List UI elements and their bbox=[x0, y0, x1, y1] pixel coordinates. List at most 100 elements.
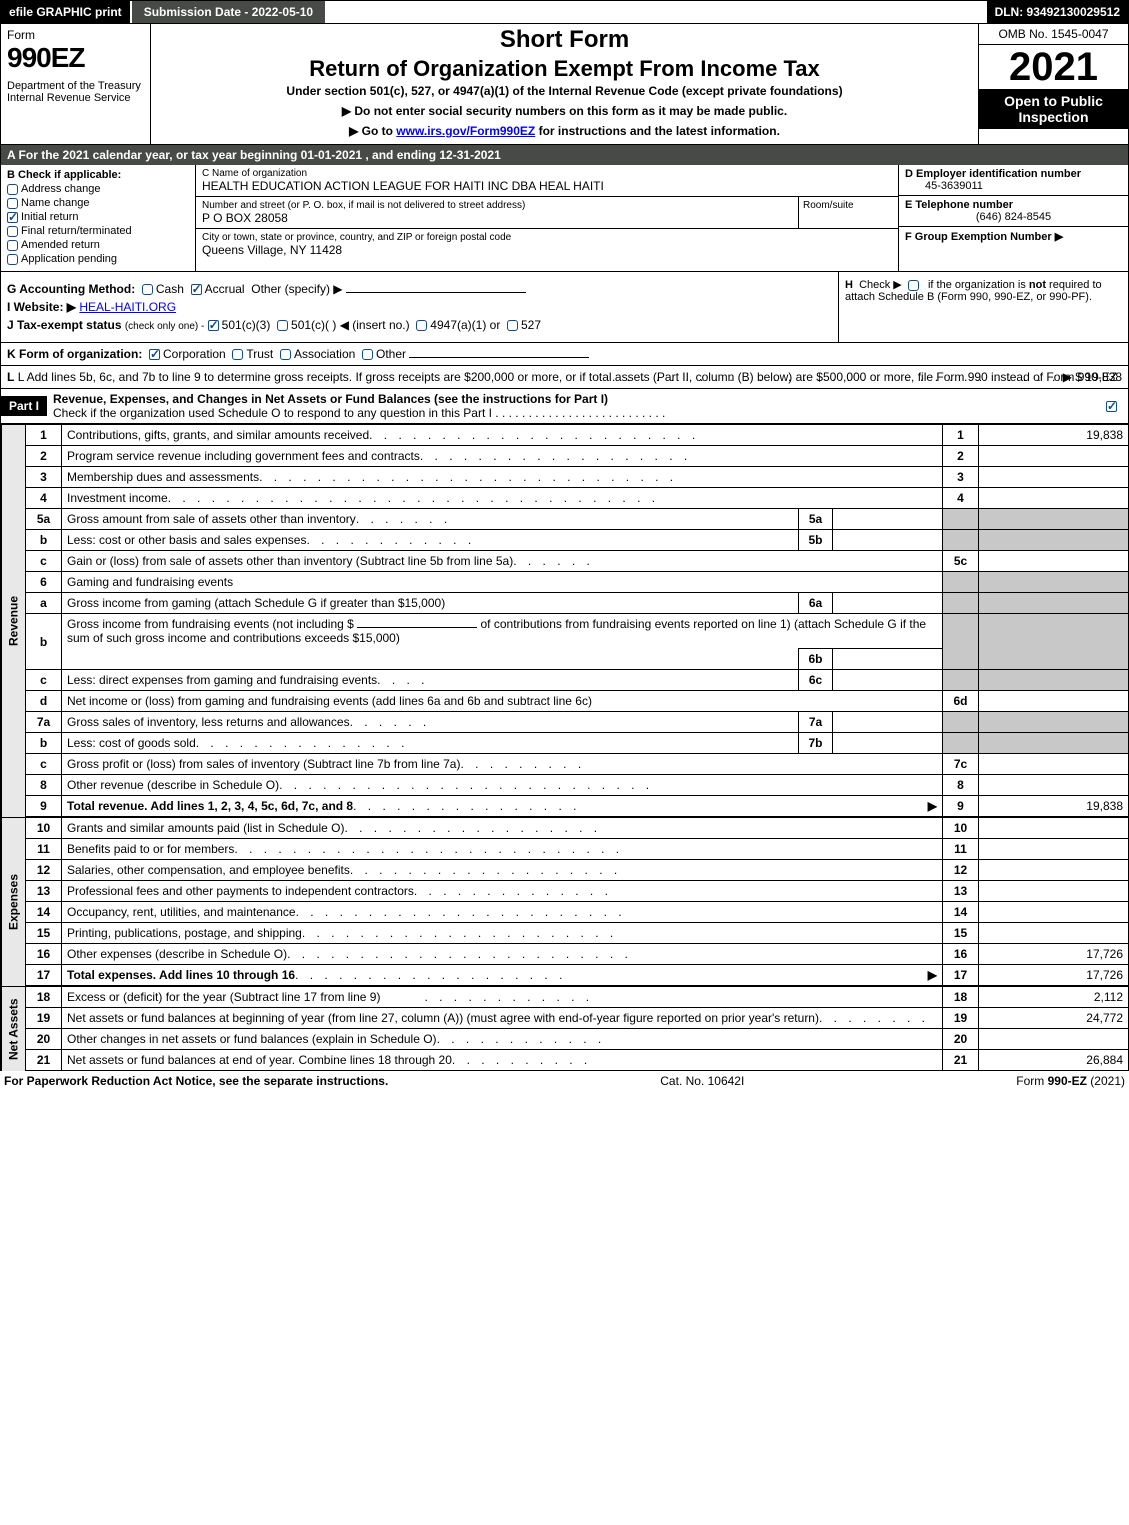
box-h: H Check ▶ if the organization is not req… bbox=[838, 272, 1128, 342]
line-6a-desc: Gross income from gaming (attach Schedul… bbox=[62, 593, 799, 614]
box-d: D Employer identification number 45-3639… bbox=[899, 165, 1128, 196]
footer-form-ref: Form 990-EZ (2021) bbox=[1016, 1074, 1125, 1088]
box-b-checkbox-4[interactable] bbox=[7, 240, 18, 251]
corporation-label: Corporation bbox=[163, 347, 226, 361]
efile-print-label: efile GRAPHIC print bbox=[1, 1, 130, 23]
527-checkbox[interactable] bbox=[507, 320, 518, 331]
form-id-block: Form 990EZ Department of the Treasury In… bbox=[1, 24, 151, 144]
501c3-label: 501(c)(3) bbox=[222, 318, 271, 332]
omb-number: OMB No. 1545-0047 bbox=[979, 24, 1128, 45]
line-14: 14Occupancy, rent, utilities, and mainte… bbox=[26, 902, 1129, 923]
form-subtitle: Under section 501(c), 527, or 4947(a)(1)… bbox=[159, 84, 970, 98]
box-b-checkbox-1[interactable] bbox=[7, 198, 18, 209]
line-19-value: 24,772 bbox=[979, 1008, 1129, 1029]
warning-line-1: ▶ Do not enter social security numbers o… bbox=[159, 104, 970, 118]
line-7b-desc: Less: cost of goods sold bbox=[67, 736, 196, 750]
footer-cat-no: Cat. No. 10642I bbox=[660, 1074, 744, 1088]
box-b-label: B Check if applicable: bbox=[7, 169, 189, 181]
line-5b: bLess: cost or other basis and sales exp… bbox=[26, 530, 1129, 551]
box-b-checkbox-5[interactable] bbox=[7, 254, 18, 265]
box-h-text: H Check ▶ if the organization is not req… bbox=[845, 279, 1102, 303]
line-5c-desc: Gain or (loss) from sale of assets other… bbox=[67, 554, 513, 568]
box-b-item-0: Address change bbox=[7, 183, 189, 195]
form-number: 990EZ bbox=[7, 42, 144, 74]
box-b-item-1: Name change bbox=[7, 197, 189, 209]
city-label: City or town, state or province, country… bbox=[202, 232, 892, 243]
irs-link[interactable]: www.irs.gov/Form990EZ bbox=[396, 124, 535, 138]
line-7a: 7aGross sales of inventory, less returns… bbox=[26, 712, 1129, 733]
form-org-label: K Form of organization: bbox=[7, 347, 142, 361]
line-20: 20Other changes in net assets or fund ba… bbox=[26, 1029, 1129, 1050]
501c-checkbox[interactable] bbox=[277, 320, 288, 331]
box-b-item-3: Final return/terminated bbox=[7, 225, 189, 237]
line-6d: dNet income or (loss) from gaming and fu… bbox=[26, 691, 1129, 712]
expenses-label: Expenses bbox=[1, 817, 25, 986]
accrual-label: Accrual bbox=[205, 282, 245, 296]
box-l-value: ▶ $ 19,838 bbox=[1063, 370, 1122, 384]
box-b-label-3: Final return/terminated bbox=[21, 225, 132, 237]
line-6d-desc: Net income or (loss) from gaming and fun… bbox=[62, 691, 943, 712]
ghi-left: G Accounting Method: Cash Accrual Other … bbox=[1, 272, 838, 342]
schedule-b-checkbox[interactable] bbox=[908, 280, 919, 291]
org-name-row: C Name of organization HEALTH EDUCATION … bbox=[196, 165, 898, 197]
room-suite-label: Room/suite bbox=[803, 200, 898, 211]
line-2-desc: Program service revenue including govern… bbox=[67, 449, 420, 463]
box-e: E Telephone number (646) 824-8545 bbox=[899, 196, 1128, 227]
website-label: I Website: ▶ bbox=[7, 300, 76, 314]
box-b: B Check if applicable: Address change Nam… bbox=[1, 165, 196, 271]
line-7c: cGross profit or (loss) from sales of in… bbox=[26, 754, 1129, 775]
website-link[interactable]: HEAL-HAITI.ORG bbox=[79, 300, 176, 314]
line-6b-desc-1: Gross income from fundraising events (no… bbox=[67, 617, 354, 631]
tax-exempt-label: J Tax-exempt status bbox=[7, 318, 122, 332]
line-12-desc: Salaries, other compensation, and employ… bbox=[67, 863, 350, 877]
right-d-e-f: D Employer identification number 45-3639… bbox=[898, 165, 1128, 271]
part-1-title-block: Revenue, Expenses, and Changes in Net As… bbox=[47, 389, 1098, 423]
tax-exempt-note: (check only one) - bbox=[125, 321, 204, 332]
association-checkbox[interactable] bbox=[280, 349, 291, 360]
accrual-checkbox[interactable] bbox=[191, 284, 202, 295]
box-b-checkbox-2[interactable] bbox=[7, 212, 18, 223]
corporation-checkbox[interactable] bbox=[149, 349, 160, 360]
topbar: efile GRAPHIC print Submission Date - 20… bbox=[0, 0, 1129, 24]
line-10: 10Grants and similar amounts paid (list … bbox=[26, 818, 1129, 839]
footer-left: For Paperwork Reduction Act Notice, see … bbox=[4, 1074, 388, 1088]
line-8-desc: Other revenue (describe in Schedule O) bbox=[67, 778, 279, 792]
box-b-label-1: Name change bbox=[21, 197, 90, 209]
line-21-desc: Net assets or fund balances at end of ye… bbox=[67, 1053, 452, 1067]
line-11-desc: Benefits paid to or for members bbox=[67, 842, 234, 856]
box-b-label-4: Amended return bbox=[21, 239, 100, 251]
box-b-checkbox-0[interactable] bbox=[7, 184, 18, 195]
box-b-item-2: Initial return bbox=[7, 211, 189, 223]
line-3-desc: Membership dues and assessments bbox=[67, 470, 259, 484]
4947-label: 4947(a)(1) or bbox=[430, 318, 500, 332]
line-20-desc: Other changes in net assets or fund bala… bbox=[67, 1032, 437, 1046]
box-b-checkbox-3[interactable] bbox=[7, 226, 18, 237]
box-f: F Group Exemption Number ▶ bbox=[899, 227, 1128, 271]
4947-checkbox[interactable] bbox=[416, 320, 427, 331]
department-label: Department of the Treasury Internal Reve… bbox=[7, 80, 144, 104]
part1-schedule-o-checkbox[interactable] bbox=[1106, 401, 1117, 412]
501c3-checkbox[interactable] bbox=[208, 320, 219, 331]
line-15-desc: Printing, publications, postage, and shi… bbox=[67, 926, 302, 940]
expenses-table: 10Grants and similar amounts paid (list … bbox=[25, 817, 1129, 986]
box-b-label-2: Initial return bbox=[21, 211, 78, 223]
cash-checkbox[interactable] bbox=[142, 284, 153, 295]
other-org-checkbox[interactable] bbox=[362, 349, 373, 360]
line-6a: aGross income from gaming (attach Schedu… bbox=[26, 593, 1129, 614]
trust-checkbox[interactable] bbox=[232, 349, 243, 360]
line-6c-desc: Less: direct expenses from gaming and fu… bbox=[67, 673, 377, 687]
street-label: Number and street (or P. O. box, if mail… bbox=[202, 200, 798, 211]
line-18-value: 2,112 bbox=[979, 987, 1129, 1008]
line-1-value: 19,838 bbox=[979, 425, 1129, 446]
box-i: I Website: ▶ HEAL-HAITI.ORG bbox=[7, 300, 832, 314]
line-1-desc: Contributions, gifts, grants, and simila… bbox=[67, 428, 369, 442]
form-header: Form 990EZ Department of the Treasury In… bbox=[0, 24, 1129, 145]
line-5b-desc: Less: cost or other basis and sales expe… bbox=[67, 533, 306, 547]
net-assets-label: Net Assets bbox=[1, 986, 25, 1071]
line-19-desc: Net assets or fund balances at beginning… bbox=[67, 1011, 819, 1025]
box-b-label-0: Address change bbox=[21, 183, 101, 195]
line-5c: cGain or (loss) from sale of assets othe… bbox=[26, 551, 1129, 572]
line-7a-desc: Gross sales of inventory, less returns a… bbox=[67, 715, 350, 729]
group-exemption-label: F Group Exemption Number ▶ bbox=[905, 231, 1063, 243]
line-13-desc: Professional fees and other payments to … bbox=[67, 884, 414, 898]
